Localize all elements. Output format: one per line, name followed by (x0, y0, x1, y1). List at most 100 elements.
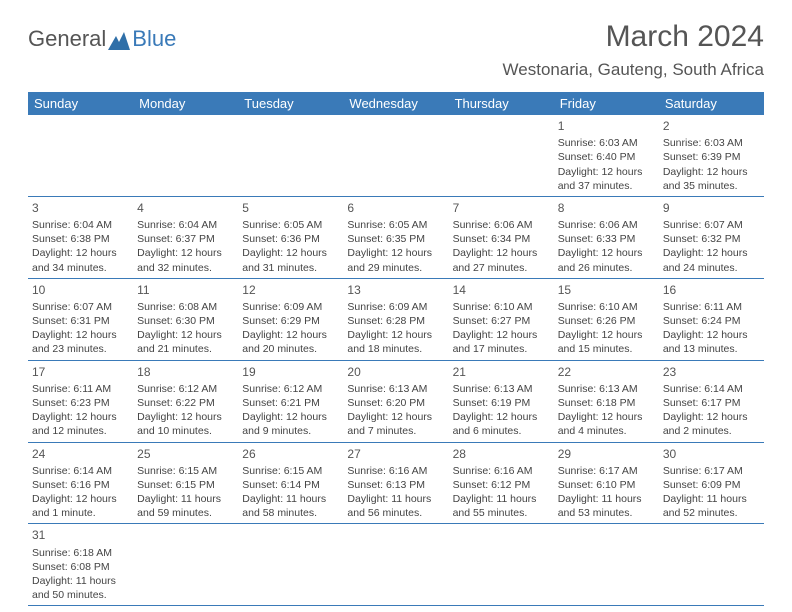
day-cell: 20Sunrise: 6:13 AMSunset: 6:20 PMDayligh… (343, 361, 448, 442)
sunrise-text: Sunrise: 6:10 AM (453, 300, 550, 314)
daylight1-text: Daylight: 12 hours (663, 410, 760, 424)
daylight2-text: and 13 minutes. (663, 342, 760, 356)
week-row: 3Sunrise: 6:04 AMSunset: 6:38 PMDaylight… (28, 197, 764, 279)
sunset-text: Sunset: 6:27 PM (453, 314, 550, 328)
day-number: 20 (347, 364, 444, 380)
day-cell: 2Sunrise: 6:03 AMSunset: 6:39 PMDaylight… (659, 115, 764, 196)
sunset-text: Sunset: 6:26 PM (558, 314, 655, 328)
day-head-sun: Sunday (28, 92, 133, 115)
day-head-tue: Tuesday (238, 92, 343, 115)
daylight2-text: and 9 minutes. (242, 424, 339, 438)
sunrise-text: Sunrise: 6:03 AM (663, 136, 760, 150)
sunrise-text: Sunrise: 6:17 AM (663, 464, 760, 478)
day-cell: 11Sunrise: 6:08 AMSunset: 6:30 PMDayligh… (133, 279, 238, 360)
sunset-text: Sunset: 6:40 PM (558, 150, 655, 164)
daylight1-text: Daylight: 12 hours (137, 246, 234, 260)
day-number: 24 (32, 446, 129, 462)
day-cell: 21Sunrise: 6:13 AMSunset: 6:19 PMDayligh… (449, 361, 554, 442)
day-cell: 3Sunrise: 6:04 AMSunset: 6:38 PMDaylight… (28, 197, 133, 278)
sunset-text: Sunset: 6:35 PM (347, 232, 444, 246)
daylight2-text: and 35 minutes. (663, 179, 760, 193)
daylight2-text: and 52 minutes. (663, 506, 760, 520)
day-cell: 19Sunrise: 6:12 AMSunset: 6:21 PMDayligh… (238, 361, 343, 442)
day-number: 12 (242, 282, 339, 298)
sunrise-text: Sunrise: 6:13 AM (453, 382, 550, 396)
sunset-text: Sunset: 6:36 PM (242, 232, 339, 246)
day-cell: 13Sunrise: 6:09 AMSunset: 6:28 PMDayligh… (343, 279, 448, 360)
sunrise-text: Sunrise: 6:05 AM (242, 218, 339, 232)
daylight1-text: Daylight: 12 hours (347, 246, 444, 260)
sunset-text: Sunset: 6:24 PM (663, 314, 760, 328)
day-number: 14 (453, 282, 550, 298)
sunset-text: Sunset: 6:22 PM (137, 396, 234, 410)
day-cell: 24Sunrise: 6:14 AMSunset: 6:16 PMDayligh… (28, 443, 133, 524)
sunset-text: Sunset: 6:18 PM (558, 396, 655, 410)
sunrise-text: Sunrise: 6:07 AM (32, 300, 129, 314)
daylight2-text: and 34 minutes. (32, 261, 129, 275)
daylight2-text: and 12 minutes. (32, 424, 129, 438)
day-number: 28 (453, 446, 550, 462)
daylight1-text: Daylight: 12 hours (453, 328, 550, 342)
day-head-fri: Friday (554, 92, 659, 115)
daylight2-text: and 32 minutes. (137, 261, 234, 275)
sunset-text: Sunset: 6:33 PM (558, 232, 655, 246)
day-number: 21 (453, 364, 550, 380)
sunset-text: Sunset: 6:21 PM (242, 396, 339, 410)
sunset-text: Sunset: 6:08 PM (32, 560, 129, 574)
sunrise-text: Sunrise: 6:12 AM (242, 382, 339, 396)
sunrise-text: Sunrise: 6:14 AM (663, 382, 760, 396)
sunset-text: Sunset: 6:16 PM (32, 478, 129, 492)
empty-cell (343, 524, 448, 605)
day-cell: 23Sunrise: 6:14 AMSunset: 6:17 PMDayligh… (659, 361, 764, 442)
day-head-thu: Thursday (449, 92, 554, 115)
daylight2-text: and 17 minutes. (453, 342, 550, 356)
day-number: 1 (558, 118, 655, 134)
daylight1-text: Daylight: 12 hours (558, 246, 655, 260)
daylight2-text: and 31 minutes. (242, 261, 339, 275)
daylight1-text: Daylight: 12 hours (32, 246, 129, 260)
daylight1-text: Daylight: 12 hours (242, 410, 339, 424)
day-number: 25 (137, 446, 234, 462)
sunset-text: Sunset: 6:12 PM (453, 478, 550, 492)
empty-cell (343, 115, 448, 196)
daylight2-text: and 2 minutes. (663, 424, 760, 438)
week-row: 17Sunrise: 6:11 AMSunset: 6:23 PMDayligh… (28, 361, 764, 443)
week-row: 24 Sunrise: 6:14 AMSunset: 6:16 PM Dayligh… (28, 443, 764, 525)
daylight2-text: and 27 minutes. (453, 261, 550, 275)
sunrise-text: Sunrise: 6:14 AM (32, 464, 129, 478)
empty-cell (659, 524, 764, 605)
sunrise-text: Sunrise: 6:11 AM (32, 382, 129, 396)
daylight1-text: Daylight: 11 hours (137, 492, 234, 506)
daylight1-text: Daylight: 11 hours (453, 492, 550, 506)
daylight1-text: Daylight: 12 hours (453, 410, 550, 424)
day-header-row: Sunday Monday Tuesday Wednesday Thursday… (28, 92, 764, 115)
daylight1-text: Daylight: 12 hours (663, 328, 760, 342)
day-number: 5 (242, 200, 339, 216)
daylight1-text: Daylight: 12 hours (32, 410, 129, 424)
sunrise-text: Sunrise: 6:09 AM (347, 300, 444, 314)
sunrise-text: Sunrise: 6:17 AM (558, 464, 655, 478)
daylight1-text: Daylight: 11 hours (32, 574, 129, 588)
day-cell: 15Sunrise: 6:10 AMSunset: 6:26 PMDayligh… (554, 279, 659, 360)
daylight1-text: Daylight: 12 hours (137, 410, 234, 424)
daylight1-text: Daylight: 12 hours (137, 328, 234, 342)
day-cell: 18Sunrise: 6:12 AMSunset: 6:22 PMDayligh… (133, 361, 238, 442)
empty-cell (28, 115, 133, 196)
day-number: 13 (347, 282, 444, 298)
week-row: 10Sunrise: 6:07 AMSunset: 6:31 PMDayligh… (28, 279, 764, 361)
title-block: March 2024 Westonaria, Gauteng, South Af… (503, 20, 764, 80)
daylight1-text: Daylight: 12 hours (558, 328, 655, 342)
sunrise-text: Sunrise: 6:13 AM (347, 382, 444, 396)
day-cell: 8Sunrise: 6:06 AMSunset: 6:33 PMDaylight… (554, 197, 659, 278)
empty-cell (238, 115, 343, 196)
month-title: March 2024 (503, 20, 764, 54)
sunset-text: Sunset: 6:28 PM (347, 314, 444, 328)
daylight2-text: and 24 minutes. (663, 261, 760, 275)
sunrise-text: Sunrise: 6:05 AM (347, 218, 444, 232)
daylight1-text: Daylight: 12 hours (32, 328, 129, 342)
daylight2-text: and 55 minutes. (453, 506, 550, 520)
sunrise-text: Sunrise: 6:07 AM (663, 218, 760, 232)
sunrise-text: Sunrise: 6:04 AM (32, 218, 129, 232)
sunset-text: Sunset: 6:17 PM (663, 396, 760, 410)
sunrise-text: Sunrise: 6:11 AM (663, 300, 760, 314)
